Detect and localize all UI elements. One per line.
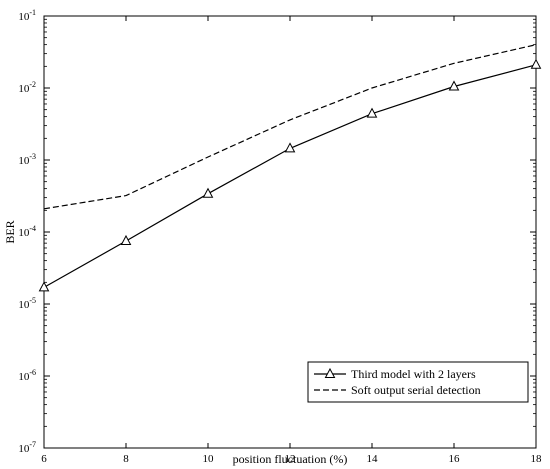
x-tick-label: 16	[449, 453, 461, 465]
x-tick-label: 8	[123, 453, 129, 465]
x-tick-label: 6	[41, 453, 47, 465]
y-tick-label-base: 10	[18, 83, 30, 95]
series-1-point	[284, 142, 296, 153]
legend-label-series-2: Soft output serial detection	[351, 383, 481, 397]
y-tick-label-exp: -7	[29, 440, 36, 449]
y-tick-label-base: 10	[18, 11, 30, 23]
x-tick-label: 12	[285, 453, 296, 465]
y-tick-label-base: 10	[18, 371, 30, 383]
legend: Third model with 2 layers Soft output se…	[307, 361, 529, 403]
y-tick-label-exp: -4	[29, 224, 36, 233]
y-tick-label-exp: -3	[29, 152, 36, 161]
y-axis-title: BER	[3, 220, 17, 243]
y-tick-label: 10-5	[18, 296, 36, 311]
y-tick-label: 10-2	[18, 80, 36, 95]
series-1-point	[530, 58, 542, 69]
y-tick-label-base: 10	[18, 443, 30, 455]
y-tick-label-base: 10	[18, 227, 30, 239]
axis-ticks	[43, 15, 537, 449]
x-tick-label: 14	[367, 453, 379, 465]
legend-marker-series-1	[324, 367, 336, 378]
y-tick-label: 10-7	[18, 440, 36, 455]
y-tick-label: 10-6	[18, 368, 36, 383]
x-axis-title: position fluctuation (%)	[233, 452, 348, 466]
y-tick-label-exp: -5	[29, 296, 36, 305]
legend-label-series-1: Third model with 2 layers	[351, 367, 476, 381]
x-tick-label: 18	[531, 453, 543, 465]
y-tick-label-exp: -1	[29, 8, 36, 17]
series-1-point	[202, 187, 214, 198]
y-tick-label-exp: -6	[29, 368, 36, 377]
series-1-point	[366, 107, 378, 118]
series-2-line	[43, 44, 537, 210]
series-1-point	[448, 80, 460, 91]
series-1-point	[38, 281, 50, 292]
x-tick-label: 10	[203, 453, 215, 465]
y-tick-label-exp: -2	[29, 80, 36, 89]
y-tick-label: 10-1	[18, 8, 36, 23]
legend-box	[307, 361, 529, 403]
y-tick-label-base: 10	[18, 299, 30, 311]
y-tick-label: 10-3	[18, 152, 36, 167]
y-tick-label-base: 10	[18, 155, 30, 167]
series-1-point	[120, 234, 132, 245]
y-tick-label: 10-4	[18, 224, 36, 239]
series-layer	[38, 44, 542, 292]
